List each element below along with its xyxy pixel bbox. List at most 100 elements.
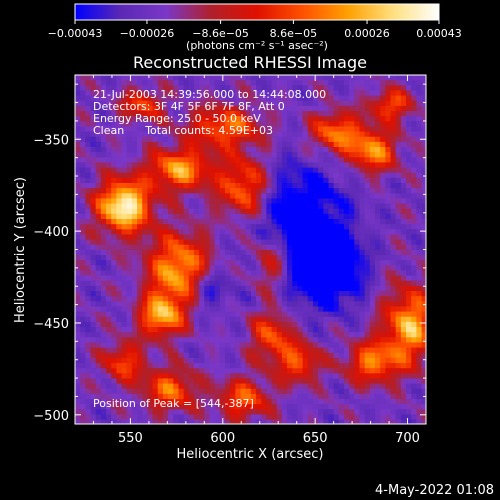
heatmap-cell — [142, 193, 149, 200]
heatmap-cell — [323, 296, 330, 302]
heatmap-cell — [421, 239, 426, 246]
heatmap-cell — [349, 198, 355, 205]
heatmap-cell — [204, 229, 211, 236]
heatmap-cell — [162, 306, 169, 313]
heatmap-cell — [183, 368, 190, 374]
heatmap-cell — [209, 347, 216, 354]
heatmap-cell — [333, 388, 340, 395]
heatmap-cell — [287, 90, 293, 97]
heatmap-cell — [225, 90, 231, 97]
heatmap-cell — [142, 301, 149, 308]
heatmap-cell — [287, 203, 293, 210]
heatmap-cell — [204, 239, 211, 246]
heatmap-cell — [188, 219, 195, 225]
heatmap-cell — [338, 311, 345, 318]
heatmap-cell — [168, 100, 174, 107]
heatmap-cell — [147, 373, 154, 380]
heatmap-cell — [245, 316, 252, 323]
heatmap-cell — [359, 270, 366, 277]
heatmap-cell — [245, 378, 252, 385]
heatmap-cell — [281, 244, 288, 251]
heatmap-cell — [400, 131, 407, 138]
heatmap-cell — [307, 347, 314, 354]
heatmap-cell — [297, 141, 304, 148]
heatmap-cell — [95, 311, 102, 318]
heatmap-cell — [137, 193, 143, 200]
heatmap-cell — [287, 393, 293, 400]
heatmap-cell — [354, 332, 361, 338]
heatmap-cell — [80, 229, 86, 236]
heatmap-cell — [318, 260, 324, 266]
heatmap-cell — [297, 131, 304, 138]
heatmap-cell — [240, 414, 247, 421]
heatmap-cell — [142, 373, 149, 380]
heatmap-cell — [95, 265, 102, 272]
heatmap-cell — [302, 357, 309, 364]
heatmap-cell — [162, 239, 169, 246]
y-tick-label: −350 — [33, 133, 69, 148]
heatmap-cell — [100, 111, 107, 117]
heatmap-cell — [406, 244, 412, 251]
heatmap-cell — [183, 291, 190, 297]
heatmap-cell — [157, 121, 164, 128]
heatmap-cell — [152, 409, 159, 416]
heatmap-cell — [209, 213, 216, 220]
heatmap-cell — [406, 419, 412, 424]
heatmap-cell — [276, 285, 283, 292]
heatmap-cell — [318, 244, 324, 251]
heatmap-cell — [157, 229, 164, 236]
heatmap-cell — [390, 260, 397, 266]
heatmap-cell — [95, 347, 102, 354]
heatmap-cell — [183, 208, 190, 215]
heatmap-cell — [240, 131, 247, 138]
heatmap-cell — [328, 141, 335, 148]
heatmap-cell — [240, 393, 247, 400]
heatmap-cell — [137, 213, 143, 220]
heatmap-cell — [266, 393, 273, 400]
heatmap-cell — [137, 419, 143, 424]
heatmap-cell — [266, 306, 273, 313]
heatmap-cell — [328, 203, 335, 210]
heatmap-cell — [333, 265, 340, 272]
heatmap-cell — [328, 219, 335, 225]
heatmap-cell — [162, 213, 169, 220]
heatmap-cell — [90, 121, 97, 128]
heatmap-cell — [225, 234, 231, 241]
heatmap-cell — [271, 265, 278, 272]
heatmap-cell — [137, 90, 143, 97]
heatmap-cell — [250, 404, 257, 410]
heatmap-cell — [281, 136, 288, 143]
heatmap-cell — [230, 105, 236, 112]
heatmap-cell — [369, 239, 376, 246]
heatmap-cell — [116, 75, 123, 81]
heatmap-cell — [369, 342, 376, 349]
heatmap-cell — [106, 157, 112, 164]
heatmap-cell — [380, 136, 386, 143]
heatmap-cell — [390, 265, 397, 272]
heatmap-cell — [188, 332, 195, 338]
heatmap-cell — [178, 229, 185, 236]
heatmap-cell — [193, 296, 200, 302]
heatmap-cell — [349, 368, 355, 374]
heatmap-cell — [116, 285, 123, 292]
colorbar-ticks: −0.00043 −0.00026 −8.6e−05 8.6e−05 0.00026 0.… — [48, 20, 462, 40]
heatmap-cell — [302, 80, 309, 86]
heatmap-cell — [75, 352, 81, 359]
heatmap-cell — [85, 203, 92, 210]
heatmap-cell — [111, 265, 117, 272]
heatmap-cell — [375, 85, 381, 92]
heatmap-cell — [85, 249, 92, 256]
heatmap-cell — [421, 296, 426, 302]
heatmap-cell — [287, 244, 293, 251]
heatmap-cell — [359, 321, 366, 328]
heatmap-cell — [116, 342, 123, 349]
heatmap-cell — [111, 291, 117, 297]
heatmap-cell — [204, 280, 211, 287]
heatmap-cell — [297, 95, 304, 102]
heatmap-cell — [225, 80, 231, 86]
heatmap-cell — [121, 342, 128, 349]
heatmap-cell — [343, 265, 350, 272]
heatmap-cell — [188, 260, 195, 266]
heatmap-cell — [157, 285, 164, 292]
heatmap-cell — [214, 352, 221, 359]
